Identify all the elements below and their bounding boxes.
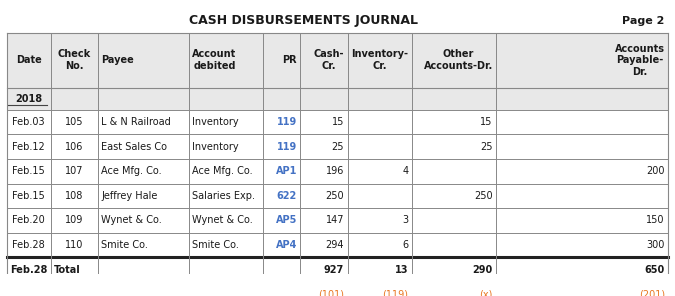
Bar bbox=[7, 8, 668, 33]
Text: 4: 4 bbox=[402, 166, 408, 176]
Bar bbox=[7, 110, 668, 134]
Text: (101): (101) bbox=[318, 289, 344, 296]
Text: 290: 290 bbox=[472, 265, 493, 275]
Text: (x): (x) bbox=[479, 289, 493, 296]
Text: Ace Mfg. Co.: Ace Mfg. Co. bbox=[101, 166, 162, 176]
Text: AP5: AP5 bbox=[275, 215, 297, 226]
Text: Payee: Payee bbox=[101, 55, 134, 65]
Text: Other
Accounts-Dr.: Other Accounts-Dr. bbox=[423, 49, 493, 71]
Text: 119: 119 bbox=[277, 117, 297, 127]
Text: (201): (201) bbox=[639, 289, 665, 296]
Text: Inventory: Inventory bbox=[192, 141, 239, 152]
Text: Salaries Exp.: Salaries Exp. bbox=[192, 191, 255, 201]
Text: AP1: AP1 bbox=[275, 166, 297, 176]
Text: Smite Co.: Smite Co. bbox=[101, 240, 148, 250]
Text: Feb.28: Feb.28 bbox=[10, 265, 47, 275]
Bar bbox=[7, 282, 668, 296]
Text: 927: 927 bbox=[324, 265, 344, 275]
Text: Feb.12: Feb.12 bbox=[12, 141, 45, 152]
Text: 25: 25 bbox=[331, 141, 344, 152]
Text: Wynet & Co.: Wynet & Co. bbox=[192, 215, 253, 226]
Text: 109: 109 bbox=[65, 215, 84, 226]
Text: 294: 294 bbox=[326, 240, 344, 250]
Text: Cash-
Cr.: Cash- Cr. bbox=[314, 49, 344, 71]
Text: Ace Mfg. Co.: Ace Mfg. Co. bbox=[192, 166, 253, 176]
Text: Page 2: Page 2 bbox=[622, 16, 665, 25]
Text: 15: 15 bbox=[332, 117, 344, 127]
Bar bbox=[7, 159, 668, 184]
Text: 15: 15 bbox=[481, 117, 493, 127]
Text: Account
debited: Account debited bbox=[192, 49, 237, 71]
Text: Date: Date bbox=[16, 55, 42, 65]
Bar bbox=[7, 134, 668, 159]
Text: Accounts
Payable-
Dr.: Accounts Payable- Dr. bbox=[615, 44, 665, 77]
Text: 196: 196 bbox=[326, 166, 344, 176]
Bar bbox=[7, 184, 668, 208]
Bar bbox=[7, 33, 668, 88]
Text: Inventory-
Cr.: Inventory- Cr. bbox=[352, 49, 408, 71]
Text: Wynet & Co.: Wynet & Co. bbox=[101, 215, 162, 226]
Text: 6: 6 bbox=[402, 240, 408, 250]
Text: 110: 110 bbox=[65, 240, 84, 250]
Text: 2018: 2018 bbox=[15, 94, 43, 104]
Text: 147: 147 bbox=[326, 215, 344, 226]
Text: 650: 650 bbox=[645, 265, 665, 275]
Text: Smite Co.: Smite Co. bbox=[192, 240, 239, 250]
Text: Check
No.: Check No. bbox=[57, 49, 91, 71]
Text: AP4: AP4 bbox=[275, 240, 297, 250]
Text: Feb.03: Feb.03 bbox=[12, 117, 45, 127]
Bar bbox=[7, 208, 668, 233]
Text: 13: 13 bbox=[395, 265, 408, 275]
Text: Inventory: Inventory bbox=[192, 117, 239, 127]
Text: 107: 107 bbox=[65, 166, 84, 176]
Text: 250: 250 bbox=[325, 191, 344, 201]
Text: 200: 200 bbox=[647, 166, 665, 176]
Text: 106: 106 bbox=[65, 141, 84, 152]
Text: 250: 250 bbox=[474, 191, 493, 201]
Bar bbox=[7, 258, 668, 282]
Text: (119): (119) bbox=[382, 289, 408, 296]
Text: Feb.20: Feb.20 bbox=[12, 215, 45, 226]
Text: Feb.28: Feb.28 bbox=[12, 240, 45, 250]
Text: 3: 3 bbox=[402, 215, 408, 226]
Text: Jeffrey Hale: Jeffrey Hale bbox=[101, 191, 158, 201]
Bar bbox=[7, 233, 668, 258]
Text: 150: 150 bbox=[647, 215, 665, 226]
Text: 25: 25 bbox=[480, 141, 493, 152]
Text: 300: 300 bbox=[647, 240, 665, 250]
Text: 108: 108 bbox=[65, 191, 84, 201]
Text: PR: PR bbox=[282, 55, 297, 65]
Text: 105: 105 bbox=[65, 117, 84, 127]
Text: Feb.15: Feb.15 bbox=[12, 166, 45, 176]
Bar bbox=[7, 88, 668, 110]
Text: 119: 119 bbox=[277, 141, 297, 152]
Text: Total: Total bbox=[54, 265, 81, 275]
Text: 622: 622 bbox=[277, 191, 297, 201]
Text: CASH DISBURSEMENTS JOURNAL: CASH DISBURSEMENTS JOURNAL bbox=[189, 14, 418, 27]
Text: L & N Railroad: L & N Railroad bbox=[101, 117, 171, 127]
Text: Feb.15: Feb.15 bbox=[12, 191, 45, 201]
Text: East Sales Co: East Sales Co bbox=[101, 141, 167, 152]
